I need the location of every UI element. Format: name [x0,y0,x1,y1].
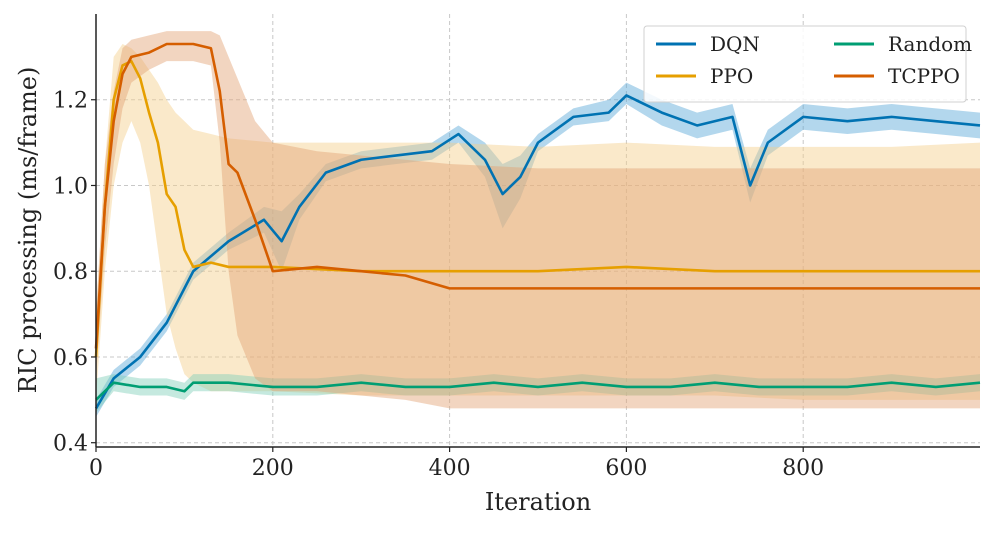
y-axis-label: RIC processing (ms/frame) [14,67,42,394]
axes [95,14,980,448]
legend: DQN PPO Random TCPPO [643,25,972,103]
y-tick-label: 0.4 [53,432,88,457]
y-tick-label: 1.2 [53,89,88,114]
legend-label-dqn: DQN [710,32,760,56]
legend-label-tcppo: TCPPO [888,64,960,88]
series-lines [94,42,981,410]
random-line [95,381,981,401]
x-tick-label: 200 [252,456,294,481]
dqn-line [94,94,981,410]
ppo-band [96,44,980,400]
tcppo-band [96,31,980,409]
y-tick-label: 0.8 [53,260,88,285]
legend-label-random: Random [888,32,972,56]
legend-box [643,25,967,103]
legend-label-ppo: PPO [710,64,753,88]
tcppo-line [94,42,980,349]
x-tick-label: 600 [605,456,647,481]
random-band [96,374,980,413]
x-tick-label: 400 [429,456,471,481]
y-tick-label: 1.0 [53,174,88,199]
x-tick-label: 800 [782,456,824,481]
x-axis-label: Iteration [485,488,591,516]
y-tick-label: 0.6 [53,346,88,371]
tick-labels: 0 200 400 600 800 0.4 0.6 0.8 1.0 1.2 [53,89,824,481]
x-tick-label: 0 [89,456,103,481]
